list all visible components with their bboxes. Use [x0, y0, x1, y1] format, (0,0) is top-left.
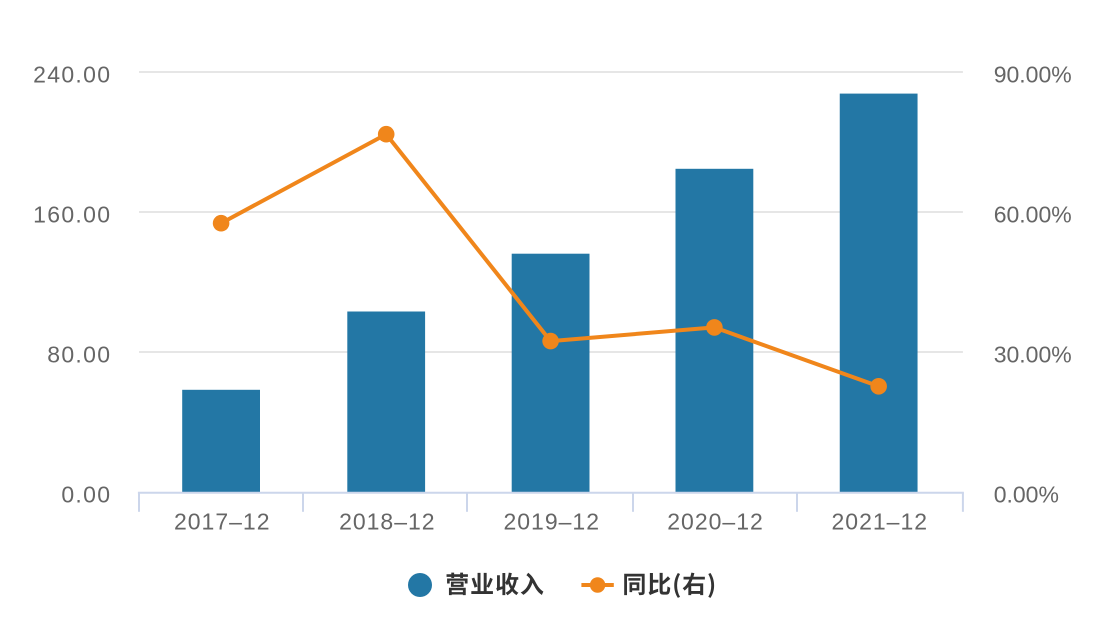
svg-text:60.00%: 60.00%: [994, 202, 1072, 228]
svg-text:30.00%: 30.00%: [994, 342, 1072, 368]
svg-text:2018–12: 2018–12: [339, 509, 436, 535]
svg-text:2021–12: 2021–12: [832, 509, 929, 535]
svg-text:90.00%: 90.00%: [994, 62, 1072, 88]
svg-text:0.00%: 0.00%: [994, 482, 1059, 508]
svg-text:160.00: 160.00: [33, 202, 111, 228]
svg-text:240.00: 240.00: [33, 62, 111, 88]
svg-text:2020–12: 2020–12: [667, 509, 764, 535]
svg-text:80.00: 80.00: [47, 342, 111, 368]
svg-text:2017–12: 2017–12: [174, 509, 271, 535]
svg-text:0.00: 0.00: [61, 482, 111, 508]
svg-text:2019–12: 2019–12: [503, 509, 600, 535]
